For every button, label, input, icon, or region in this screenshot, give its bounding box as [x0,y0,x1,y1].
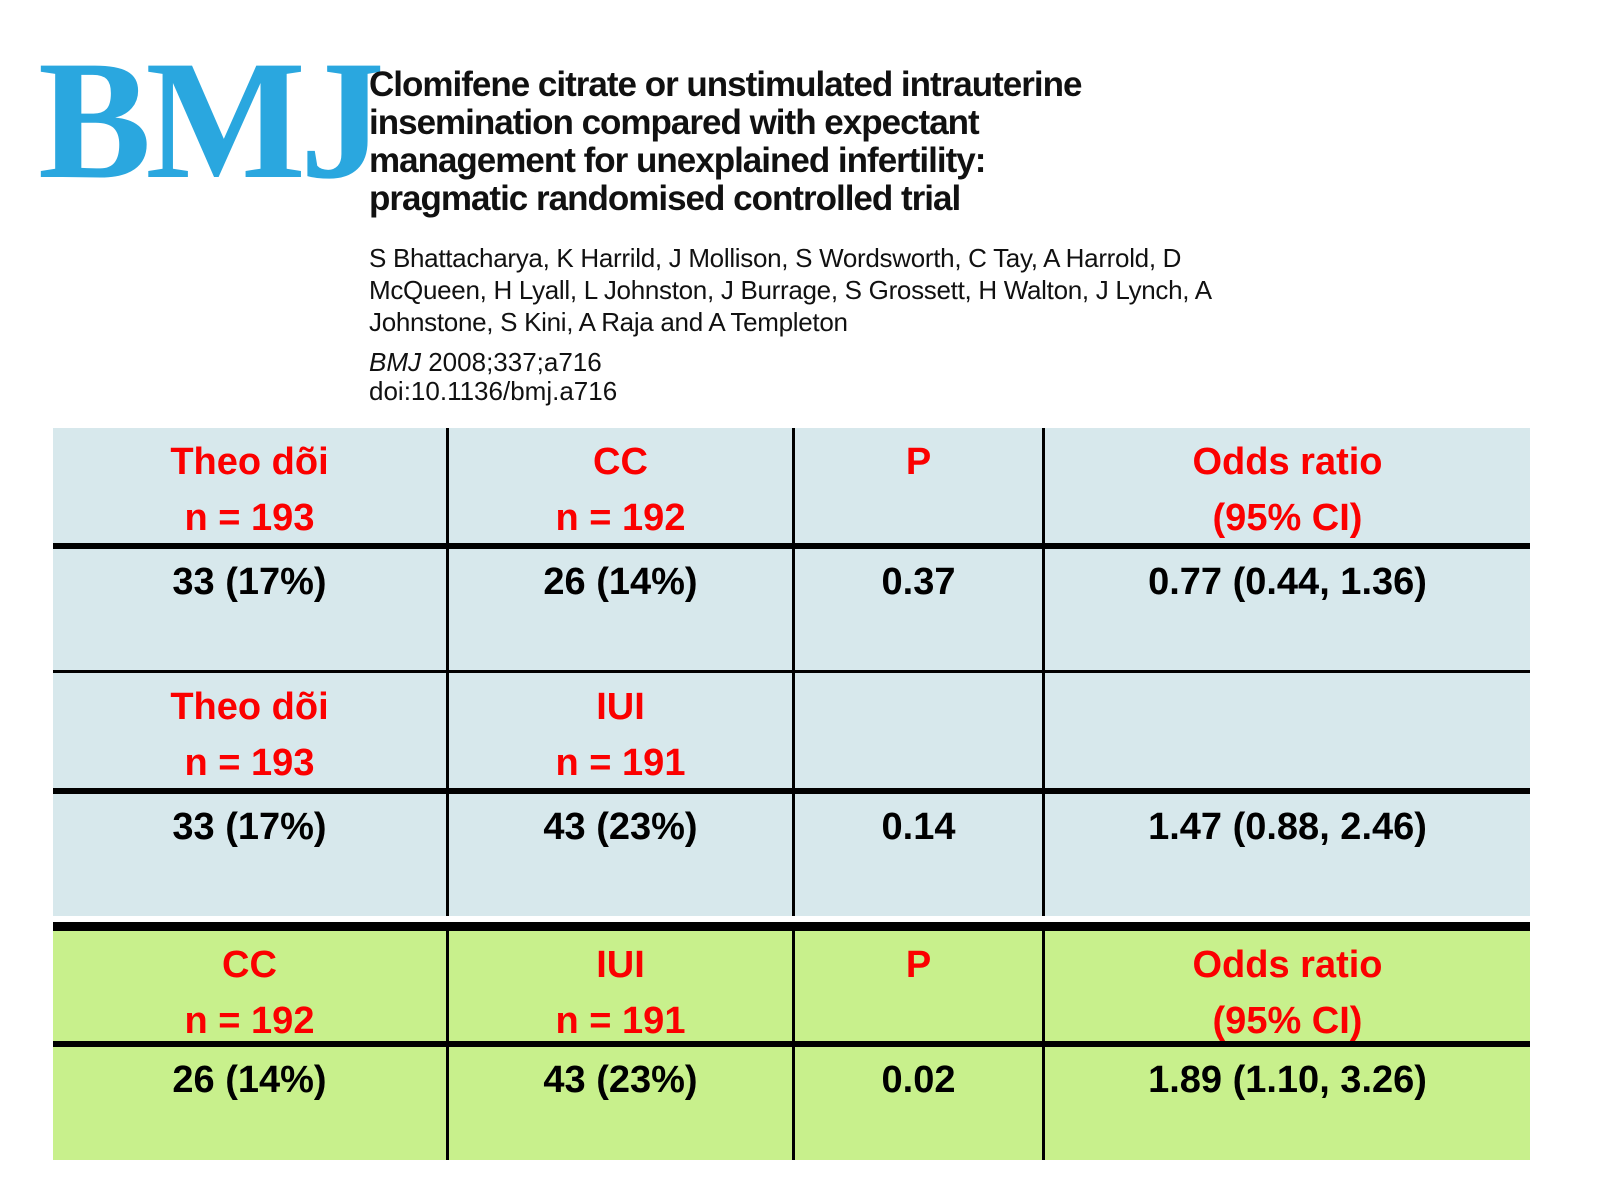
header-line: (95% CI) [1212,1000,1363,1042]
data-cell: 33 (17%) [53,794,446,916]
title-line-4: pragmatic randomised controlled trial [369,179,961,218]
header-cell-p: P [792,428,1042,549]
authors-line-3: Johnstone, S Kini, A Raja and A Templeto… [369,307,848,337]
authors-line-1: S Bhattacharya, K Harrild, J Mollison, S… [369,243,1182,273]
header-line: n = 191 [555,742,686,784]
green-table-block: CC n = 192 IUI n = 191 P Odds ratio (95%… [53,922,1530,1160]
table-header-row-expectant-vs-cc: Theo dõi n = 193 CC n = 192 P Odds ratio… [53,428,1530,549]
bmj-logo: BMJ [38,26,385,214]
paper-title: Clomifene citrate or unstimulated intrau… [369,65,1082,218]
header-line: Odds ratio [1192,944,1383,986]
header-cell-odds-ratio: Odds ratio (95% CI) [1042,428,1530,549]
header-line: IUI [596,686,645,728]
table-data-row-cc-vs-iui: 26 (14%) 43 (23%) 0.02 1.89 (1.10, 3.26) [53,1047,1530,1160]
title-line-1: Clomifene citrate or unstimulated intrau… [369,65,1082,104]
title-line-2: insemination compared with expectant [369,103,980,142]
authors-line-2: McQueen, H Lyall, L Johnston, J Burrage,… [369,275,1212,305]
data-cell: 0.77 (0.44, 1.36) [1042,549,1530,673]
header-cell-odds-ratio: Odds ratio (95% CI) [1042,931,1530,1047]
header-line [795,490,1042,543]
header-line: Theo dõi [170,441,329,483]
header-line: CC [222,944,277,986]
header-cell-p: P [792,931,1042,1047]
section-divider-gap [53,916,1530,922]
header-line: n = 193 [184,742,315,784]
header-line: CC [593,441,648,483]
doi-line: doi:10.1136/bmj.a716 [369,376,618,406]
header-line: Theo dõi [170,686,329,728]
title-line-3: management for unexplained infertility: [369,141,986,180]
table-data-row-expectant-vs-iui: 33 (17%) 43 (23%) 0.14 1.47 (0.88, 2.46) [53,794,1530,916]
citation-line: BMJ 2008;337;a716 [369,348,617,377]
header-line: n = 192 [555,497,686,539]
data-cell: 0.02 [792,1047,1042,1160]
header-line [1045,679,1530,735]
header-line: n = 193 [184,497,315,539]
table-data-row-expectant-vs-cc: 33 (17%) 26 (14%) 0.37 0.77 (0.44, 1.36) [53,549,1530,673]
header-cell-cc: CC n = 192 [446,428,792,549]
header-line [795,735,1042,788]
paper-citation: BMJ 2008;337;a716 doi:10.1136/bmj.a716 [369,348,617,406]
header-line [1045,735,1530,788]
data-cell: 33 (17%) [53,549,446,673]
table-header-row-expectant-vs-iui: Theo dõi n = 193 IUI n = 191 [53,673,1530,794]
header-cell-followup: Theo dõi n = 193 [53,428,446,549]
header-cell-iui: IUI n = 191 [446,931,792,1047]
header-line [795,679,1042,735]
data-cell: 1.47 (0.88, 2.46) [1042,794,1530,916]
data-cell: 26 (14%) [446,549,792,673]
data-cell: 0.14 [792,794,1042,916]
header-line: n = 192 [184,1000,315,1042]
results-table: Theo dõi n = 193 CC n = 192 P Odds ratio… [53,428,1530,1160]
header-line [795,993,1042,1041]
data-cell: 26 (14%) [53,1047,446,1160]
citation-rest: 2008;337;a716 [421,347,602,377]
header-line: P [905,944,932,986]
header-line: IUI [596,944,645,986]
header-line: (95% CI) [1212,497,1363,539]
journal-name: BMJ [369,347,421,377]
header-line: Odds ratio [1192,441,1383,483]
data-cell: 43 (23%) [446,794,792,916]
data-cell: 1.89 (1.10, 3.26) [1042,1047,1530,1160]
header-line: P [905,441,932,483]
data-cell: 0.37 [792,549,1042,673]
header-cell-iui: IUI n = 191 [446,673,792,794]
header-cell-followup: Theo dõi n = 193 [53,673,446,794]
header-cell-empty [1042,673,1530,794]
data-cell: 43 (23%) [446,1047,792,1160]
header-cell-empty [792,673,1042,794]
table-header-row-cc-vs-iui: CC n = 192 IUI n = 191 P Odds ratio (95%… [53,931,1530,1047]
header-cell-cc: CC n = 192 [53,931,446,1047]
header-line: n = 191 [555,1000,686,1042]
paper-authors: S Bhattacharya, K Harrild, J Mollison, S… [369,242,1212,338]
